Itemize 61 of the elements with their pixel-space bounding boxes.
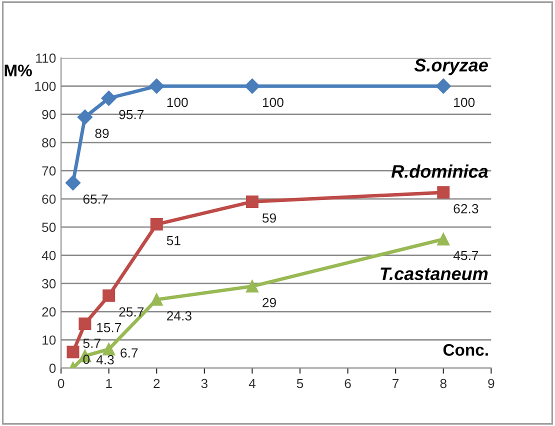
x-tick-label: 7 <box>392 378 399 388</box>
x-tick-label: 3 <box>201 378 208 388</box>
point <box>246 195 258 208</box>
data-label: 51 <box>166 236 180 246</box>
data-label: 95.7 <box>119 110 144 120</box>
y-tick-label: 10 <box>42 335 56 345</box>
series-label: R.dominica <box>391 164 488 178</box>
x-tick-label: 1 <box>106 378 112 388</box>
point <box>77 110 93 125</box>
x-tick-label: 0 <box>58 378 64 388</box>
data-label: 15.7 <box>97 323 122 332</box>
series-label: T.castaneum <box>380 268 488 280</box>
data-label: 4.3 <box>96 355 114 364</box>
data-label: 59 <box>262 213 276 223</box>
point <box>150 293 163 306</box>
point <box>149 78 164 94</box>
point <box>437 186 450 199</box>
data-label: 100 <box>167 98 188 108</box>
x-tick-label: 9 <box>488 378 494 388</box>
data-label: 65.7 <box>83 194 108 204</box>
y-tick-label: 60 <box>42 194 56 204</box>
data-label: 29 <box>262 298 276 308</box>
data-label: 100 <box>454 98 475 108</box>
point <box>102 342 116 356</box>
y-tick-label: 80 <box>42 138 56 148</box>
point <box>66 346 80 358</box>
data-label: 45.7 <box>453 250 478 260</box>
y-tick-label: 30 <box>42 279 56 288</box>
data-label: 100 <box>262 98 284 108</box>
data-label: 0 <box>83 354 90 364</box>
x-tick-label: 8 <box>440 378 446 388</box>
x-tick-label: 4 <box>248 378 256 388</box>
data-label: 25.7 <box>119 307 144 317</box>
point <box>78 318 92 330</box>
y-axis-title: M% <box>4 64 32 76</box>
data-label: 5.7 <box>83 338 100 348</box>
y-tick-label: 100 <box>35 82 56 92</box>
y-tick-label: 40 <box>42 250 56 260</box>
point <box>101 90 116 106</box>
point <box>436 78 451 94</box>
y-tick-label: 50 <box>42 222 56 232</box>
point <box>65 175 81 190</box>
point <box>102 289 116 302</box>
point <box>246 280 258 293</box>
point <box>150 218 163 231</box>
series-label: S.oryzae <box>414 58 488 76</box>
data-label: 89 <box>95 128 109 138</box>
y-tick-label: 0 <box>49 364 56 373</box>
x-tick-label: 6 <box>344 378 351 388</box>
x-tick-label: 5 <box>296 378 304 388</box>
data-label: 24.3 <box>167 311 192 321</box>
x-axis-title: Conc. <box>443 344 488 356</box>
point <box>437 232 450 246</box>
y-tick-label: 20 <box>42 307 56 317</box>
y-tick-label: 90 <box>42 110 56 120</box>
y-tick-label: 110 <box>36 54 56 63</box>
x-tick-label: 2 <box>154 378 160 388</box>
data-label: 62.3 <box>454 204 478 214</box>
y-tick-label: 70 <box>42 166 56 176</box>
point <box>244 78 260 94</box>
data-label: 6.7 <box>120 348 138 358</box>
